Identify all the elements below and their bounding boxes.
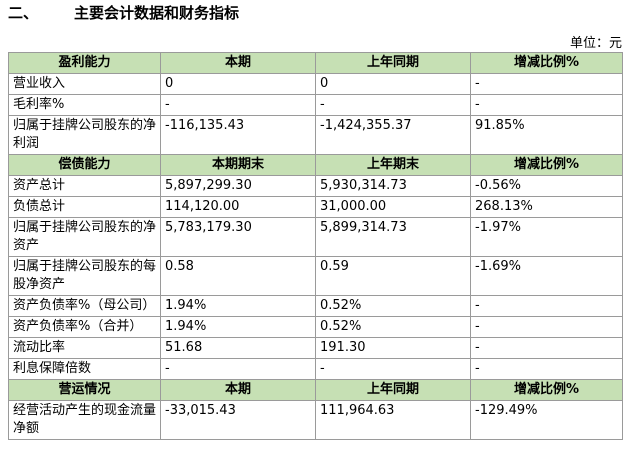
value-cell: -116,135.43 xyxy=(160,115,316,155)
header-cell: 增减比例% xyxy=(470,379,623,401)
data-row: 毛利率% - - - xyxy=(8,94,623,116)
header-cell: 本期 xyxy=(160,52,316,74)
header-cell: 增减比例% xyxy=(470,154,623,176)
value-cell: - xyxy=(470,337,623,359)
header-cell: 本期期末 xyxy=(160,154,316,176)
value-cell: 0 xyxy=(315,73,471,95)
section-number: 二、 xyxy=(8,4,39,22)
row-label: 资产负债率%（母公司） xyxy=(8,295,161,317)
unit-label: 单位：元 xyxy=(569,36,622,51)
value-cell: 51.68 xyxy=(160,337,316,359)
value-cell: 0.52% xyxy=(315,316,471,338)
value-cell: 1.94% xyxy=(160,316,316,338)
value-cell: - xyxy=(315,358,471,380)
value-cell: 114,120.00 xyxy=(160,196,316,218)
data-row: 利息保障倍数 - - - xyxy=(8,358,623,380)
data-row: 归属于挂牌公司股东的每股净资产 0.58 0.59 -1.69% xyxy=(8,256,623,296)
section-title: 主要会计数据和财务指标 xyxy=(74,4,240,22)
value-cell: 91.85% xyxy=(470,115,623,155)
header-cell: 上年同期 xyxy=(315,379,471,401)
value-cell: 111,964.63 xyxy=(315,400,471,440)
row-label: 归属于挂牌公司股东的净资产 xyxy=(8,217,161,257)
heading: 二、 主要会计数据和财务指标 xyxy=(8,2,275,23)
value-cell: -1.97% xyxy=(470,217,623,257)
row-label: 营业收入 xyxy=(8,73,161,95)
value-cell: 0.59 xyxy=(315,256,471,296)
row-label: 归属于挂牌公司股东的净利润 xyxy=(8,115,161,155)
value-cell: 5,897,299.30 xyxy=(160,175,316,197)
value-cell: - xyxy=(470,73,623,95)
value-cell: -129.49% xyxy=(470,400,623,440)
data-row: 资产总计 5,897,299.30 5,930,314.73 -0.56% xyxy=(8,175,623,197)
value-cell: -1,424,355.37 xyxy=(315,115,471,155)
value-cell: 5,899,314.73 xyxy=(315,217,471,257)
value-cell: 31,000.00 xyxy=(315,196,471,218)
row-label: 资产总计 xyxy=(8,175,161,197)
header-cell: 本期 xyxy=(160,379,316,401)
financial-table: 盈利能力 本期 上年同期 增减比例% 营业收入 0 0- 毛利率% - - - 归属于挂牌公司股东的净… xyxy=(8,52,623,440)
section-header-row: 盈利能力 本期 上年同期 增减比例% xyxy=(8,52,623,74)
data-row: 负债总计 114,120.00 31,000.00 268.13% xyxy=(8,196,623,218)
data-row: 营业收入 0 0- xyxy=(8,73,623,95)
value-cell: -1.69% xyxy=(470,256,623,296)
row-label: 毛利率% xyxy=(8,94,161,116)
data-row: 流动比率 51.68 191.30- xyxy=(8,337,623,359)
data-row: 资产负债率%（母公司） 1.94% 0.52% - xyxy=(8,295,623,317)
value-cell: - xyxy=(470,316,623,338)
header-cell: 上年期末 xyxy=(315,154,471,176)
value-cell: 191.30 xyxy=(315,337,471,359)
value-cell: - xyxy=(160,94,316,116)
value-cell: - xyxy=(470,94,623,116)
value-cell: - xyxy=(315,94,471,116)
value-cell: 268.13% xyxy=(470,196,623,218)
value-cell: 5,783,179.30 xyxy=(160,217,316,257)
data-row: 归属于挂牌公司股东的净资产 5,783,179.30 5,899,314.73 -1.… xyxy=(8,217,623,257)
value-cell: 0.52% xyxy=(315,295,471,317)
section-header-row: 营运情况 本期 上年同期 增减比例% xyxy=(8,379,623,401)
value-cell: 0 xyxy=(160,73,316,95)
header-cell: 上年同期 xyxy=(315,52,471,74)
header-cell: 增减比例% xyxy=(470,52,623,74)
value-cell: 5,930,314.73 xyxy=(315,175,471,197)
row-label: 资产负债率%（合并） xyxy=(8,316,161,338)
row-label: 利息保障倍数 xyxy=(8,358,161,380)
data-row: 归属于挂牌公司股东的净利润 -116,135.43 -1,424,355.37 91.… xyxy=(8,115,623,155)
value-cell: - xyxy=(470,295,623,317)
value-cell: 0.58 xyxy=(160,256,316,296)
header-cell: 盈利能力 xyxy=(8,52,161,74)
value-cell: -0.56% xyxy=(470,175,623,197)
row-label: 流动比率 xyxy=(8,337,161,359)
value-cell: 1.94% xyxy=(160,295,316,317)
value-cell: - xyxy=(470,358,623,380)
row-label: 归属于挂牌公司股东的每股净资产 xyxy=(8,256,161,296)
data-row: 经营活动产生的现金流量净额 -33,015.43 111,964.63 -129.49… xyxy=(8,400,623,440)
value-cell: - xyxy=(160,358,316,380)
section-header-row: 偿债能力 本期期末 上年期末 增减比例% xyxy=(8,154,623,176)
row-label: 经营活动产生的现金流量净额 xyxy=(8,400,161,440)
header-cell: 偿债能力 xyxy=(8,154,161,176)
row-label: 负债总计 xyxy=(8,196,161,218)
data-row: 资产负债率%（合并） 1.94% 0.52% - xyxy=(8,316,623,338)
value-cell: -33,015.43 xyxy=(160,400,316,440)
header-cell: 营运情况 xyxy=(8,379,161,401)
